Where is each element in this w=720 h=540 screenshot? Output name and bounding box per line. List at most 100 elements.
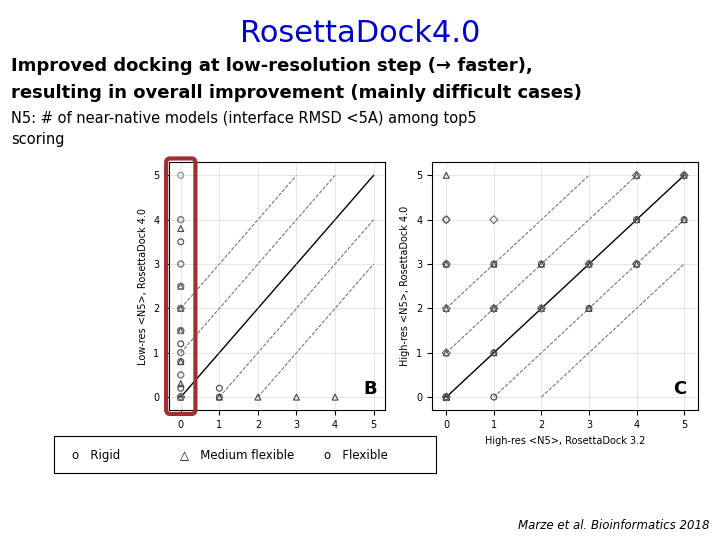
Point [175, 326, 186, 335]
Text: RosettaDock4.0: RosettaDock4.0 [240, 19, 480, 48]
Point [175, 393, 186, 401]
Point [214, 393, 225, 401]
Point [631, 215, 642, 224]
Text: resulting in overall improvement (mainly difficult cases): resulting in overall improvement (mainly… [11, 84, 582, 102]
Point [175, 326, 186, 335]
Point [583, 260, 595, 268]
Point [175, 282, 186, 291]
Text: △   Medium flexible: △ Medium flexible [180, 449, 294, 462]
Point [175, 304, 186, 313]
Point [536, 260, 547, 268]
Point [488, 304, 500, 313]
Point [175, 260, 186, 268]
Point [488, 393, 500, 401]
Point [488, 304, 500, 313]
Point [631, 260, 642, 268]
Point [175, 304, 186, 313]
Point [175, 340, 186, 348]
Point [631, 171, 642, 180]
Point [175, 304, 186, 313]
Point [441, 304, 452, 313]
Point [441, 215, 452, 224]
Point [175, 393, 186, 401]
Point [441, 393, 452, 401]
Point [583, 304, 595, 313]
Point [175, 393, 186, 401]
Point [175, 393, 186, 401]
Point [175, 393, 186, 401]
Point [631, 260, 642, 268]
Point [441, 393, 452, 401]
Point [488, 260, 500, 268]
Point [175, 357, 186, 366]
Point [536, 304, 547, 313]
Point [678, 171, 690, 180]
Point [441, 348, 452, 357]
Point [175, 348, 186, 357]
Text: N5: # of near-native models (interface RMSD <5A) among top5: N5: # of near-native models (interface R… [11, 111, 477, 126]
Point [291, 393, 302, 401]
Point [441, 393, 452, 401]
Point [441, 393, 452, 401]
Point [441, 393, 452, 401]
Point [214, 393, 225, 401]
Point [631, 171, 642, 180]
Point [678, 171, 690, 180]
Point [488, 348, 500, 357]
Text: B: B [364, 380, 377, 398]
Point [441, 393, 452, 401]
Point [175, 282, 186, 291]
Point [329, 393, 341, 401]
Point [441, 215, 452, 224]
Point [631, 215, 642, 224]
Point [175, 224, 186, 233]
Point [175, 370, 186, 379]
Point [175, 304, 186, 313]
Point [175, 393, 186, 401]
Point [441, 260, 452, 268]
Point [175, 215, 186, 224]
Point [678, 215, 690, 224]
Point [175, 215, 186, 224]
Point [441, 260, 452, 268]
Point [488, 304, 500, 313]
Point [175, 238, 186, 246]
Text: o   Flexible: o Flexible [324, 449, 388, 462]
Point [175, 393, 186, 401]
Point [175, 326, 186, 335]
Point [441, 260, 452, 268]
Point [175, 393, 186, 401]
Text: C: C [673, 380, 686, 398]
Point [488, 215, 500, 224]
Text: o   Rigid: o Rigid [72, 449, 120, 462]
Point [583, 304, 595, 313]
Point [583, 260, 595, 268]
Point [175, 357, 186, 366]
Point [175, 171, 186, 180]
Point [441, 393, 452, 401]
Point [175, 393, 186, 401]
Point [583, 260, 595, 268]
Point [441, 393, 452, 401]
Point [175, 348, 186, 357]
Point [252, 393, 264, 401]
Point [536, 304, 547, 313]
Point [214, 384, 225, 393]
Point [441, 393, 452, 401]
Point [441, 393, 452, 401]
Point [441, 393, 452, 401]
Point [441, 304, 452, 313]
Point [441, 393, 452, 401]
Text: scoring: scoring [11, 132, 64, 147]
Point [175, 370, 186, 379]
X-axis label: High-res <N5>, RosettaDock 3.2: High-res <N5>, RosettaDock 3.2 [485, 436, 645, 446]
Point [536, 304, 547, 313]
Point [678, 171, 690, 180]
Point [175, 326, 186, 335]
Point [488, 348, 500, 357]
Point [536, 260, 547, 268]
Point [175, 260, 186, 268]
Point [441, 348, 452, 357]
Point [441, 171, 452, 180]
Point [175, 384, 186, 393]
